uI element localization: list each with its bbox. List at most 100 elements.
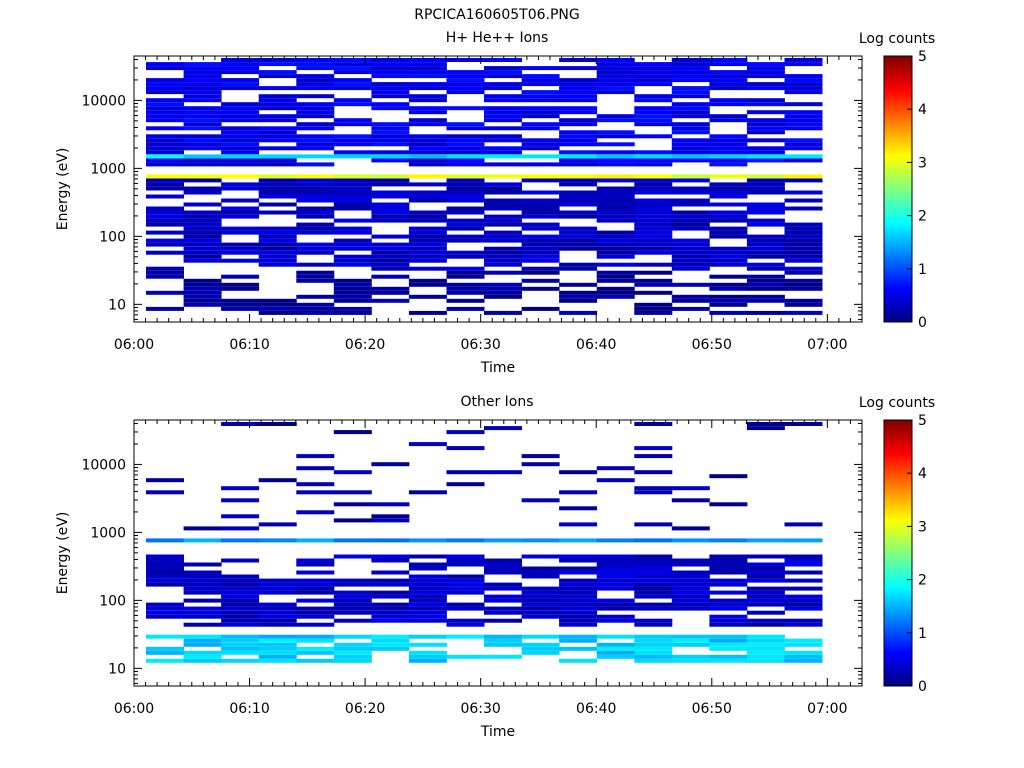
heatmap-cell (258, 58, 297, 62)
heatmap-cell (183, 62, 222, 67)
heatmap-cell (484, 270, 522, 275)
heatmap-cell (183, 118, 222, 123)
colorbar-step (884, 561, 912, 565)
heatmap-cell (183, 110, 222, 115)
colorbar-step (884, 533, 912, 536)
heatmap-cell (784, 226, 823, 231)
heatmap-cell (671, 198, 710, 203)
heatmap-cell (221, 622, 260, 627)
heatmap-cell (634, 566, 673, 571)
heatmap-cell (709, 146, 748, 151)
heatmap-cell (784, 650, 823, 655)
heatmap-cell (258, 70, 297, 75)
heatmap-cell (221, 646, 260, 651)
colorbar-step (884, 184, 912, 188)
heatmap-cell (296, 246, 335, 251)
heatmap-cell (746, 570, 785, 575)
colorbar-step (884, 131, 912, 134)
heatmap-cell (484, 134, 522, 139)
colorbar-step (884, 211, 912, 214)
heatmap-cell (371, 602, 410, 607)
heatmap-cell (371, 182, 410, 187)
heatmap-cell (371, 638, 410, 643)
heatmap-cell (296, 214, 335, 219)
heatmap-cell (146, 478, 184, 483)
heatmap-cell (596, 70, 635, 75)
heatmap-cell (709, 182, 748, 187)
heatmap-cell (746, 250, 785, 255)
heatmap-cell (784, 594, 823, 599)
colorbar-step (884, 615, 912, 618)
heatmap-cell (371, 130, 410, 135)
heatmap-cell (296, 58, 335, 62)
x-tick-label: 06:00 (114, 337, 154, 353)
y-tick-label: 100 (99, 229, 126, 245)
heatmap-cell (634, 658, 673, 663)
heatmap-cell (746, 266, 785, 271)
heatmap-cell (671, 654, 710, 659)
colorbar-step (884, 535, 912, 538)
heatmap-cell (333, 286, 372, 291)
heatmap-cell (521, 614, 560, 619)
colorbar-step (884, 84, 912, 88)
colorbar-step (884, 206, 912, 210)
heatmap-cell (709, 162, 748, 167)
heatmap-cell (296, 78, 335, 83)
heatmap-cell (446, 254, 485, 259)
colorbar-step (884, 670, 912, 674)
heatmap-cell (746, 202, 785, 207)
heatmap-cell (146, 650, 184, 655)
colorbar-step (884, 135, 912, 139)
heatmap-cell (183, 142, 222, 147)
colorbar-step (884, 650, 912, 654)
heatmap-cell (484, 610, 522, 615)
heatmap-cell (559, 130, 598, 135)
colorbar-step (884, 120, 912, 123)
heatmap-cell (671, 578, 710, 583)
heatmap-cell (183, 138, 222, 143)
heatmap-cell (221, 66, 260, 71)
heatmap-cell (146, 206, 184, 211)
colorbar-step (884, 140, 912, 143)
heatmap-cell (258, 238, 297, 243)
heatmap-cell (596, 634, 635, 639)
colorbar-step (884, 109, 912, 112)
heatmap-cell (559, 198, 598, 203)
heatmap-cell (784, 78, 823, 83)
heatmap-cell (333, 138, 372, 143)
colorbar-step (884, 661, 912, 665)
heatmap-cell (484, 570, 522, 575)
colorbar-step (884, 557, 912, 561)
heatmap-cell (671, 294, 710, 299)
heatmap-cell (296, 198, 335, 203)
heatmap-cell (408, 154, 447, 159)
colorbar-step (884, 459, 912, 463)
heatmap-cell (446, 142, 485, 147)
heatmap-cell (634, 210, 673, 215)
heatmap-cell (221, 306, 260, 311)
heatmap-cell (296, 134, 335, 139)
heatmap-cell (296, 598, 335, 603)
heatmap-cell (521, 206, 560, 211)
heatmap-cell (221, 618, 260, 623)
heatmap-cell (709, 590, 748, 595)
colorbar-step (884, 530, 912, 534)
heatmap-cell (671, 258, 710, 263)
heatmap-cell (484, 290, 522, 295)
colorbar-frame (883, 419, 913, 687)
heatmap-cell (521, 266, 560, 271)
heatmap-cell (746, 102, 785, 107)
heatmap-cell (333, 470, 372, 475)
heatmap-cell (446, 306, 485, 311)
heatmap-cell (221, 106, 260, 111)
x-tick-label: 06:30 (460, 701, 500, 717)
heatmap-cell (521, 174, 560, 179)
heatmap-cell (484, 286, 522, 291)
heatmap-cell (634, 98, 673, 103)
colorbar-step (884, 526, 912, 530)
heatmap-cell (146, 158, 184, 163)
heatmap-cell (596, 190, 635, 195)
colorbar-step (884, 599, 912, 603)
heatmap-cell (709, 298, 748, 303)
heatmap-cell (784, 258, 823, 263)
